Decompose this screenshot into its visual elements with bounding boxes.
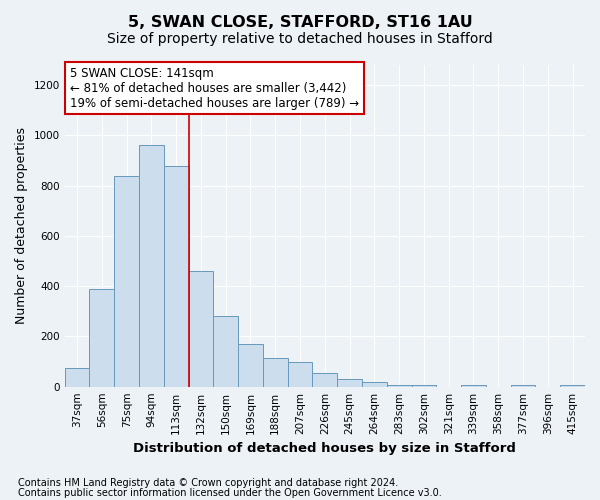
Bar <box>313 373 337 386</box>
Bar <box>65 368 89 386</box>
X-axis label: Distribution of detached houses by size in Stafford: Distribution of detached houses by size … <box>133 442 516 455</box>
Text: Size of property relative to detached houses in Stafford: Size of property relative to detached ho… <box>107 32 493 46</box>
Bar <box>214 316 238 386</box>
Bar <box>164 166 188 386</box>
Bar <box>238 344 263 387</box>
Bar <box>337 379 362 386</box>
Bar <box>287 362 313 386</box>
Text: Contains HM Land Registry data © Crown copyright and database right 2024.: Contains HM Land Registry data © Crown c… <box>18 478 398 488</box>
Y-axis label: Number of detached properties: Number of detached properties <box>15 128 28 324</box>
Bar <box>139 146 164 386</box>
Bar <box>263 358 287 386</box>
Bar <box>114 176 139 386</box>
Text: Contains public sector information licensed under the Open Government Licence v3: Contains public sector information licen… <box>18 488 442 498</box>
Text: 5, SWAN CLOSE, STAFFORD, ST16 1AU: 5, SWAN CLOSE, STAFFORD, ST16 1AU <box>128 15 472 30</box>
Bar <box>188 271 214 386</box>
Text: 5 SWAN CLOSE: 141sqm
← 81% of detached houses are smaller (3,442)
19% of semi-de: 5 SWAN CLOSE: 141sqm ← 81% of detached h… <box>70 66 359 110</box>
Bar <box>89 288 114 386</box>
Bar <box>362 382 387 386</box>
